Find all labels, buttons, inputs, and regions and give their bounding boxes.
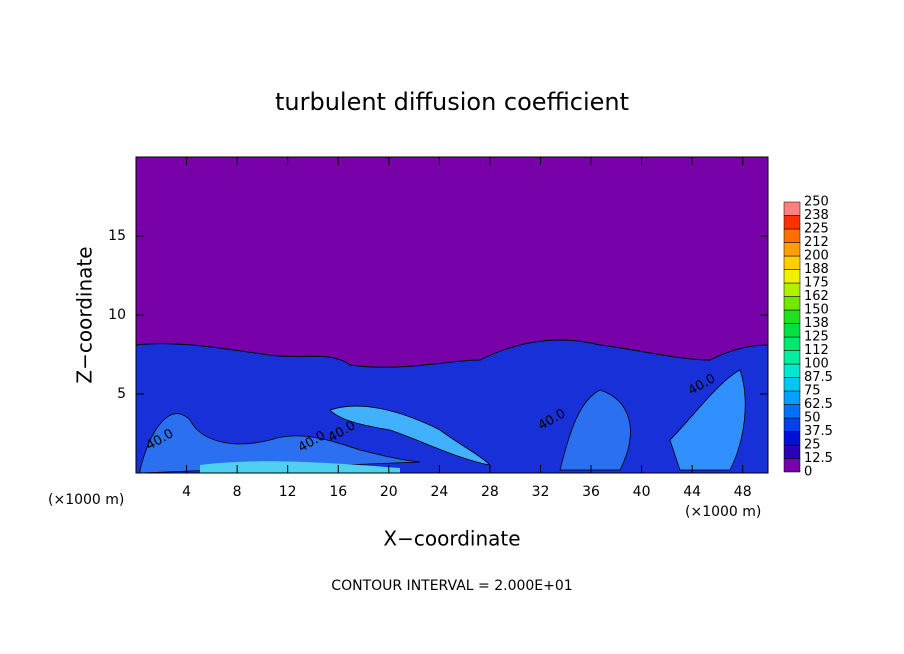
y-tick-label: 10: [108, 307, 126, 323]
colorbar-label: 62.5: [804, 397, 833, 412]
x-axis-label: X−coordinate: [383, 527, 520, 551]
colorbar-band: [783, 431, 801, 446]
colorbar-band: [783, 390, 801, 405]
colorbar-label: 200: [804, 249, 829, 264]
colorbar-label: 25: [804, 438, 821, 453]
colorbar-band: [783, 363, 801, 378]
colorbar-label: 12.5: [804, 451, 833, 466]
colorbar-label: 50: [804, 411, 821, 426]
colorbar-label: 175: [804, 276, 829, 291]
colorbar-band: [783, 255, 801, 270]
colorbar-label: 212: [804, 235, 829, 250]
chart-title: turbulent diffusion coefficient: [275, 88, 629, 116]
colorbar-label: 250: [804, 195, 829, 210]
colorbar-band: [783, 417, 801, 432]
x-tick-label: 4: [182, 484, 191, 500]
colorbar-band: [783, 201, 801, 216]
colorbar-label: 87.5: [804, 370, 833, 385]
colorbar-band: [783, 458, 801, 473]
colorbar-label: 138: [804, 316, 829, 331]
colorbar-label: 188: [804, 262, 829, 277]
y-tick-label: 5: [117, 386, 126, 402]
colorbar-band: [783, 404, 801, 419]
footer: CONTOUR INTERVAL = 2.000E+01: [331, 578, 572, 594]
colorbar-label: 125: [804, 330, 829, 345]
y-tick-label: 15: [108, 228, 126, 244]
colorbar-label: 75: [804, 384, 821, 399]
x-tick-label: 20: [380, 484, 398, 500]
field-region: [669, 369, 746, 471]
field-region: [200, 461, 400, 473]
x-tick-label: 16: [329, 484, 347, 500]
colorbar-label: 37.5: [804, 424, 833, 439]
colorbar-band: [783, 377, 801, 392]
colorbar-band: [783, 444, 801, 459]
field-region: [559, 389, 631, 471]
colorbar-band: [783, 269, 801, 284]
colorbar-label: 112: [804, 343, 829, 358]
field-region: [329, 405, 492, 466]
colorbar-label: 100: [804, 357, 829, 372]
x-unit: (×1000 m): [685, 504, 761, 520]
colorbar-label: 150: [804, 303, 829, 318]
x-unit: (×1000 m): [48, 492, 124, 508]
colorbar-label: 0: [804, 465, 812, 480]
colorbar-label: 238: [804, 208, 829, 223]
y-axis-label: Z−coordinate: [73, 246, 97, 383]
x-tick-label: 12: [279, 484, 297, 500]
colorbar-band: [783, 296, 801, 311]
x-tick-label: 24: [430, 484, 448, 500]
colorbar-band: [783, 350, 801, 365]
colorbar-label: 225: [804, 222, 829, 237]
colorbar-band: [783, 309, 801, 324]
x-tick-label: 48: [734, 484, 752, 500]
colorbar-band: [783, 336, 801, 351]
x-tick-label: 8: [233, 484, 242, 500]
colorbar-band: [783, 282, 801, 297]
field-region: [139, 413, 421, 474]
colorbar-band: [783, 228, 801, 243]
x-tick-label: 28: [481, 484, 499, 500]
plot-area: [135, 157, 769, 474]
colorbar-label: 162: [804, 289, 829, 304]
colorbar-band: [783, 215, 801, 230]
x-tick-label: 40: [633, 484, 651, 500]
x-tick-label: 32: [532, 484, 550, 500]
colorbar-band: [783, 323, 801, 338]
x-tick-label: 36: [582, 484, 600, 500]
colorbar-band: [783, 242, 801, 257]
x-tick-label: 44: [683, 484, 701, 500]
